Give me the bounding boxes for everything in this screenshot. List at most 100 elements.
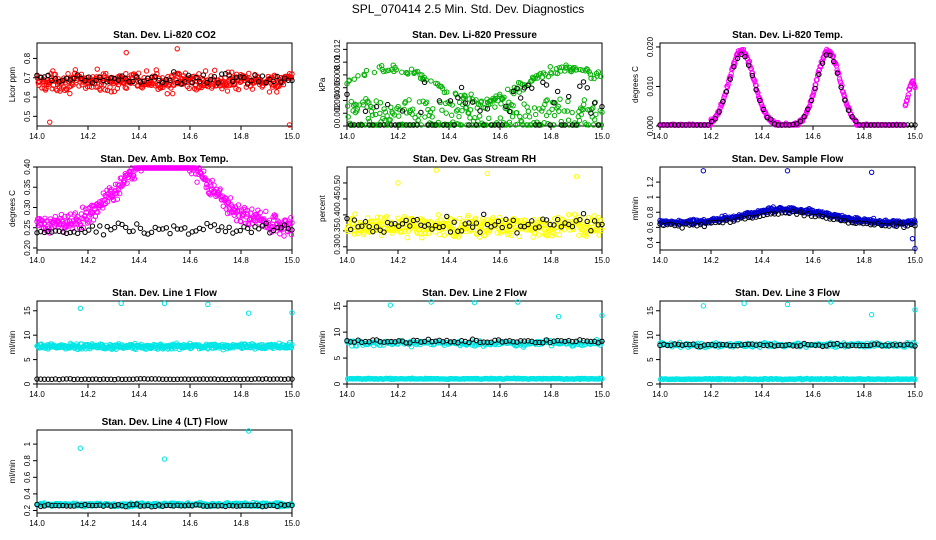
x-tick-label: 14.8 — [233, 390, 249, 399]
data-point — [525, 122, 531, 128]
y-tick-label: 0.40 — [333, 207, 342, 223]
data-point — [526, 114, 533, 120]
data-point — [546, 109, 552, 115]
data-point — [421, 79, 428, 86]
data-point — [52, 75, 59, 82]
data-point — [679, 225, 685, 231]
y-axis-label: ml/min — [631, 331, 640, 355]
data-point — [522, 113, 529, 119]
data-point — [346, 77, 353, 83]
data-point — [449, 102, 455, 108]
data-point — [598, 122, 605, 128]
data-point — [159, 79, 166, 86]
x-tick-label: 14.4 — [441, 390, 457, 399]
data-point — [119, 73, 125, 79]
data-point — [259, 73, 266, 79]
data-point — [444, 89, 450, 95]
data-point — [544, 97, 550, 103]
data-point — [517, 95, 524, 101]
data-point — [137, 225, 144, 232]
data-point — [458, 122, 465, 128]
series-main — [34, 428, 295, 510]
y-tick-label: 0.35 — [333, 223, 342, 239]
data-point — [541, 120, 547, 126]
x-tick-label: 14.6 — [182, 519, 198, 528]
y-tick-label: 15 — [23, 306, 32, 315]
data-point — [344, 103, 351, 109]
data-point — [492, 104, 498, 110]
data-point — [436, 98, 443, 104]
data-point — [441, 89, 448, 96]
x-tick-label: 14.8 — [856, 132, 872, 141]
data-point — [76, 83, 82, 89]
panel-4: Stan. Dev. Amb. Box Temp.14.0 14.2 14.4 14.… — [8, 154, 300, 265]
data-point — [424, 99, 430, 105]
data-point — [163, 76, 170, 83]
data-point — [426, 112, 432, 119]
data-point — [248, 78, 255, 84]
data-point — [372, 111, 379, 118]
data-point — [468, 91, 474, 97]
data-point — [536, 122, 542, 128]
data-point — [562, 122, 568, 128]
data-point — [564, 108, 571, 114]
outlier-point — [741, 300, 747, 307]
data-point — [148, 229, 155, 236]
y-axis-label: degrees C — [631, 66, 640, 103]
data-point — [591, 117, 598, 123]
y-tick-label: 0.8 — [23, 455, 32, 467]
data-point — [212, 67, 218, 74]
y-axis-label: Licor ppm — [8, 67, 17, 102]
data-point — [511, 90, 517, 97]
data-point — [249, 86, 256, 92]
x-tick-label: 14.8 — [543, 132, 559, 141]
outlier-point — [909, 235, 916, 242]
data-point — [813, 82, 819, 88]
data-point — [362, 108, 369, 114]
data-point — [381, 106, 387, 112]
panel-title: Stan. Dev. Line 4 (LT) Flow — [102, 417, 228, 428]
x-tick-label: 14.2 — [80, 519, 96, 528]
data-point — [377, 110, 383, 116]
outlier-point — [174, 46, 180, 52]
data-point — [115, 77, 122, 83]
data-point — [111, 224, 118, 231]
data-point — [345, 114, 351, 120]
data-point — [487, 101, 493, 107]
data-point — [152, 73, 158, 80]
series-sub — [34, 69, 295, 87]
data-point — [422, 100, 429, 107]
data-point — [281, 233, 287, 239]
x-tick-label: 14.2 — [80, 132, 96, 141]
data-point — [466, 122, 472, 128]
data-point — [581, 101, 587, 108]
data-point — [510, 88, 517, 95]
data-point — [278, 79, 284, 85]
y-tick-label: 10 — [646, 330, 655, 339]
x-tick-label: 14.4 — [131, 132, 147, 141]
data-point — [274, 89, 280, 95]
data-point — [507, 122, 513, 128]
y-tick-label: 0.20 — [23, 240, 32, 256]
data-point — [529, 85, 535, 91]
x-tick-label: 14.8 — [543, 390, 559, 399]
data-point — [73, 80, 79, 86]
data-point — [117, 190, 123, 197]
y-axis-label: ml/min — [631, 197, 640, 221]
y-tick-label: 0.6 — [23, 471, 32, 483]
data-point — [591, 100, 598, 106]
x-tick-label: 14.4 — [441, 256, 457, 265]
y-tick-label: 5 — [333, 355, 342, 360]
data-point — [141, 78, 147, 84]
y-tick-label: 0.01 — [333, 54, 342, 70]
y-axis-label: ml/min — [318, 331, 327, 355]
x-tick-label: 14.2 — [390, 390, 406, 399]
data-point — [97, 223, 103, 229]
series-main — [657, 168, 918, 252]
data-point — [593, 111, 599, 118]
data-point — [467, 107, 474, 113]
y-tick-label: 0.006 — [333, 77, 342, 98]
data-point — [145, 75, 151, 82]
data-point — [481, 211, 487, 218]
data-point — [207, 76, 214, 83]
